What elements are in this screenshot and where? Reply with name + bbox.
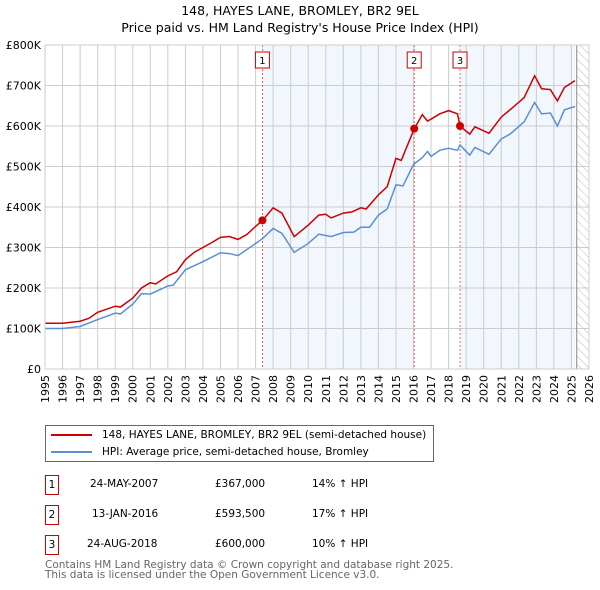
y-tick-label: £300K — [6, 242, 42, 255]
y-tick-label: £400K — [6, 201, 42, 214]
sale-marker-box — [254, 51, 270, 69]
legend: 148, HAYES LANE, BROMLEY, BR2 9EL (semi-… — [45, 425, 434, 462]
y-tick-label: £0 — [27, 363, 41, 376]
sale-point — [258, 216, 267, 225]
sale-hpi: 14% ↑ HPI — [312, 478, 369, 490]
price-chart: 1995 1996 1997 1998 1999 2000 2001 2002 2003 2004… — [6, 39, 596, 403]
x-tick-label: 2021 — [495, 375, 508, 403]
x-tick-label: 2016 — [408, 375, 421, 403]
x-tick-label: 2015 — [390, 375, 403, 403]
sale-marker-label: 2 — [411, 56, 417, 67]
table-row: 3 24-AUG-2018 £600,000 10% ↑ HPI — [45, 535, 445, 555]
x-tick-label: 2011 — [320, 375, 333, 403]
x-tick-label: 2000 — [127, 375, 140, 403]
x-tick-label: 1997 — [74, 375, 87, 403]
y-tick-label: £100K — [6, 323, 42, 336]
footer: Contains HM Land Registry data © Crown c… — [45, 559, 454, 581]
x-tick-label: 2020 — [478, 375, 491, 403]
series-line — [45, 101, 576, 330]
y-tick-label: £500K — [6, 161, 42, 174]
x-tick-label: 2006 — [232, 375, 245, 403]
legend-blue-line — [51, 451, 92, 453]
x-tick-label: 2003 — [179, 375, 192, 403]
table-row: 1 24-MAY-2007 £367,000 14% ↑ HPI — [45, 475, 445, 495]
x-tick-label: 2007 — [250, 375, 263, 403]
sale-marker-label: 3 — [457, 56, 463, 67]
x-tick-label: 2023 — [530, 375, 543, 403]
x-tick-label: 2010 — [302, 375, 315, 403]
table-row: 2 13-JAN-2016 £593,500 17% ↑ HPI — [45, 505, 445, 525]
x-tick-label: 2005 — [214, 375, 227, 403]
sale-price: £367,000 — [215, 478, 266, 490]
sale-marker-box — [452, 51, 468, 69]
y-tick-label: £200K — [6, 282, 42, 295]
legend-label-property: 148, HAYES LANE, BROMLEY, BR2 9EL (semi-… — [102, 429, 427, 441]
x-tick-label: 1996 — [57, 375, 70, 403]
x-tick-label: 2026 — [583, 375, 596, 403]
sale-hpi: 10% ↑ HPI — [312, 538, 369, 550]
legend-red-line — [51, 434, 92, 436]
x-tick-label: 2022 — [513, 375, 526, 403]
legend-label-hpi: HPI: Average price, semi-detached house,… — [102, 446, 369, 458]
y-tick-label: £600K — [6, 120, 42, 133]
x-tick-label: 2019 — [460, 375, 473, 403]
sale-marker-box — [406, 51, 422, 69]
x-tick-label: 2018 — [443, 375, 456, 403]
sale-point — [456, 122, 465, 130]
x-tick-label: 2017 — [425, 375, 438, 403]
x-tick-label: 2004 — [197, 375, 210, 403]
x-tick-label: 2002 — [162, 375, 175, 403]
x-tick-label: 2013 — [355, 375, 368, 403]
y-tick-label: £800K — [6, 39, 42, 52]
sale-number: 3 — [45, 535, 59, 555]
x-tick-label: 2001 — [144, 375, 157, 403]
x-tick-label: 1995 — [39, 375, 52, 403]
x-tick-label: 2008 — [267, 375, 280, 403]
sale-date: 24-MAY-2007 — [90, 478, 159, 490]
plot-border — [44, 44, 590, 370]
x-tick-label: 2009 — [285, 375, 298, 403]
chart-title: 148, HAYES LANE, BROMLEY, BR2 9EL — [181, 3, 419, 18]
sale-date: 13-JAN-2016 — [92, 508, 159, 520]
sale-number: 1 — [45, 475, 59, 495]
x-tick-label: 2014 — [372, 375, 385, 403]
x-tick-label: 1998 — [92, 375, 105, 403]
x-tick-label: 1999 — [109, 375, 122, 403]
sale-marker-label: 1 — [259, 56, 265, 67]
footer-line-2: This data is licensed under the Open Gov… — [45, 569, 380, 581]
sale-price: £593,500 — [215, 508, 266, 520]
footer-line-1: Contains HM Land Registry data © Crown c… — [45, 559, 454, 571]
sale-number: 2 — [45, 505, 59, 525]
chart-subtitle: Price paid vs. HM Land Registry's House … — [121, 20, 479, 35]
sale-price: £600,000 — [215, 538, 266, 550]
x-tick-label: 2025 — [565, 375, 578, 403]
series-line — [45, 74, 576, 324]
sale-point — [410, 124, 419, 133]
x-tick-label: 2012 — [337, 375, 350, 403]
sale-hpi: 17% ↑ HPI — [312, 508, 369, 520]
sale-date: 24-AUG-2018 — [87, 538, 158, 550]
x-tick-label: 2024 — [548, 375, 561, 403]
y-tick-label: £700K — [6, 80, 42, 93]
